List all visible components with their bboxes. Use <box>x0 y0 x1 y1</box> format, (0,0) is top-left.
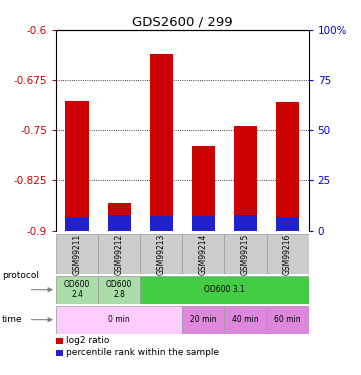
Bar <box>140 234 182 274</box>
Bar <box>98 276 140 304</box>
Text: 0 min: 0 min <box>108 315 130 324</box>
Text: GSM99212: GSM99212 <box>115 233 123 274</box>
Text: GSM99216: GSM99216 <box>283 233 292 275</box>
Text: 60 min: 60 min <box>274 315 301 324</box>
Bar <box>192 146 215 231</box>
Bar <box>276 102 299 231</box>
Title: GDS2600 / 299: GDS2600 / 299 <box>132 16 232 29</box>
Text: log2 ratio: log2 ratio <box>66 336 110 345</box>
Bar <box>192 216 215 231</box>
Bar <box>225 306 266 334</box>
Bar <box>276 217 299 231</box>
Bar <box>182 306 225 334</box>
Bar <box>140 276 309 304</box>
Bar <box>98 234 140 274</box>
Bar <box>108 202 131 231</box>
Bar <box>182 234 225 274</box>
Bar <box>108 214 131 231</box>
Bar <box>65 217 88 231</box>
Text: OD600 3.1: OD600 3.1 <box>204 285 245 294</box>
Text: GSM99213: GSM99213 <box>157 233 166 275</box>
Bar <box>150 54 173 231</box>
Text: time: time <box>2 315 22 324</box>
Bar <box>65 101 88 231</box>
Bar <box>234 215 257 231</box>
Text: percentile rank within the sample: percentile rank within the sample <box>66 348 219 357</box>
Text: GSM99214: GSM99214 <box>199 233 208 275</box>
Bar <box>56 234 98 274</box>
Bar <box>56 306 182 334</box>
Text: protocol: protocol <box>2 271 39 280</box>
Text: GSM99211: GSM99211 <box>73 233 82 274</box>
Bar <box>234 126 257 231</box>
Bar <box>266 234 309 274</box>
Text: 20 min: 20 min <box>190 315 217 324</box>
Bar <box>150 216 173 231</box>
Text: OD600
2.8: OD600 2.8 <box>106 280 132 299</box>
Text: OD600
2.4: OD600 2.4 <box>64 280 90 299</box>
Bar <box>266 306 309 334</box>
Bar <box>56 276 98 304</box>
Bar <box>225 234 266 274</box>
Text: GSM99215: GSM99215 <box>241 233 250 275</box>
Text: 40 min: 40 min <box>232 315 259 324</box>
